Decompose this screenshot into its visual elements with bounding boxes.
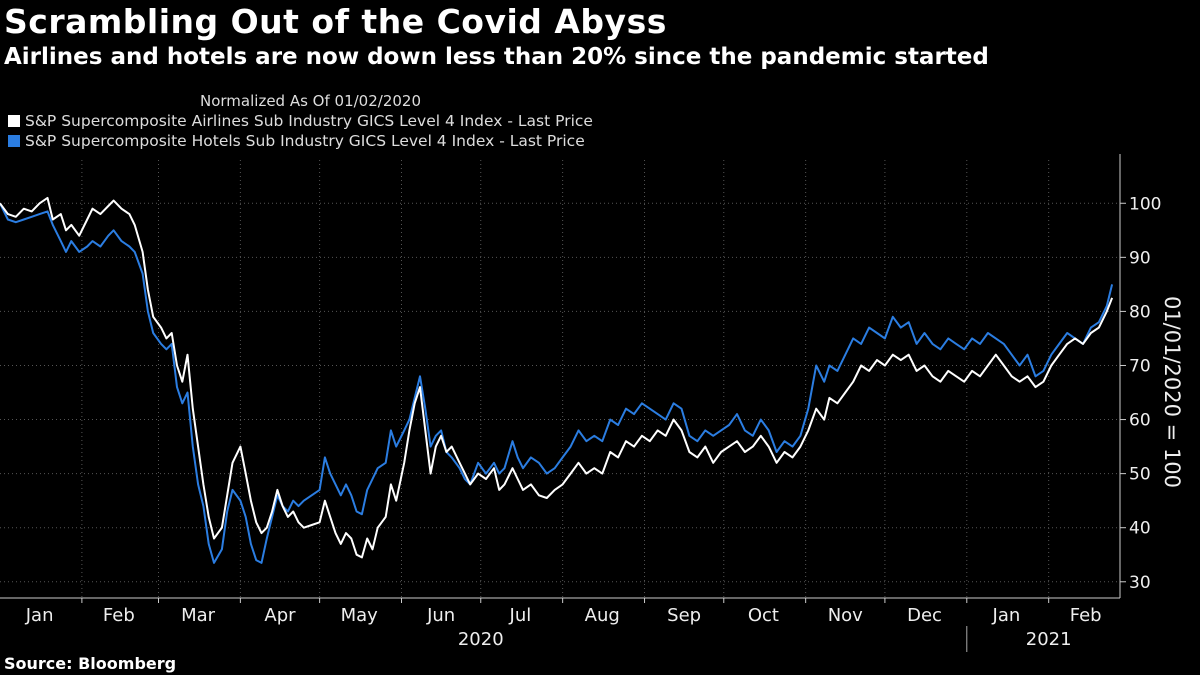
y-tick-label: 100 — [1129, 194, 1161, 214]
legend-label-hotels: S&P Supercomposite Hotels Sub Industry G… — [25, 132, 585, 150]
axes — [0, 154, 1126, 652]
y-axis-label: 01/01/2020 = 100 — [1160, 295, 1184, 489]
x-tick-label: Feb — [1070, 605, 1102, 626]
year-label: 2021 — [1026, 629, 1072, 650]
source-note: Source: Bloomberg — [4, 654, 177, 673]
series-line-hotels — [0, 202, 1114, 564]
x-tick-label: Mar — [181, 605, 216, 626]
y-tick-label: 80 — [1129, 302, 1151, 322]
x-tick-label: Jan — [25, 605, 54, 626]
series-line-airlines — [0, 196, 1114, 559]
legend-label-airlines: S&P Supercomposite Airlines Sub Industry… — [25, 112, 593, 130]
x-tick-label: May — [341, 605, 379, 626]
normalized-note: Normalized As Of 01/02/2020 — [200, 92, 421, 110]
y-tick-label: 50 — [1129, 465, 1151, 485]
y-tick-label: 40 — [1129, 519, 1151, 539]
x-tick-label: Jan — [992, 605, 1021, 626]
chart-title: Scrambling Out of the Covid Abyss — [4, 2, 667, 41]
y-tick-label: 60 — [1129, 411, 1151, 431]
x-tick-label: Feb — [103, 605, 135, 626]
y-tick-label: 30 — [1129, 573, 1151, 593]
gridlines — [0, 160, 1120, 598]
series-lines — [0, 196, 1114, 564]
chart-subtitle: Airlines and hotels are now down less th… — [4, 44, 989, 70]
x-tick-label: Oct — [748, 605, 779, 626]
x-tick-label: Aug — [585, 605, 620, 626]
x-tick-label: Dec — [907, 605, 942, 626]
tick-labels: 30 40 50 60 70 80 90 100 Jan Feb Mar Apr May Jun Jul Au… — [25, 194, 1162, 650]
y-tick-label: 70 — [1129, 356, 1151, 376]
legend-swatch-airlines — [8, 115, 20, 127]
legend-swatch-hotels — [8, 135, 20, 147]
legend-item-hotels: S&P Supercomposite Hotels Sub Industry G… — [8, 132, 585, 150]
legend-item-airlines: S&P Supercomposite Airlines Sub Industry… — [8, 112, 593, 130]
x-tick-label: Nov — [828, 605, 863, 626]
x-tick-label: Sep — [667, 605, 701, 626]
x-tick-label: Apr — [264, 605, 296, 626]
x-tick-label: Jun — [426, 605, 455, 626]
x-tick-label: Jul — [509, 605, 532, 626]
year-label: 2020 — [458, 629, 504, 650]
y-tick-label: 90 — [1129, 248, 1151, 268]
